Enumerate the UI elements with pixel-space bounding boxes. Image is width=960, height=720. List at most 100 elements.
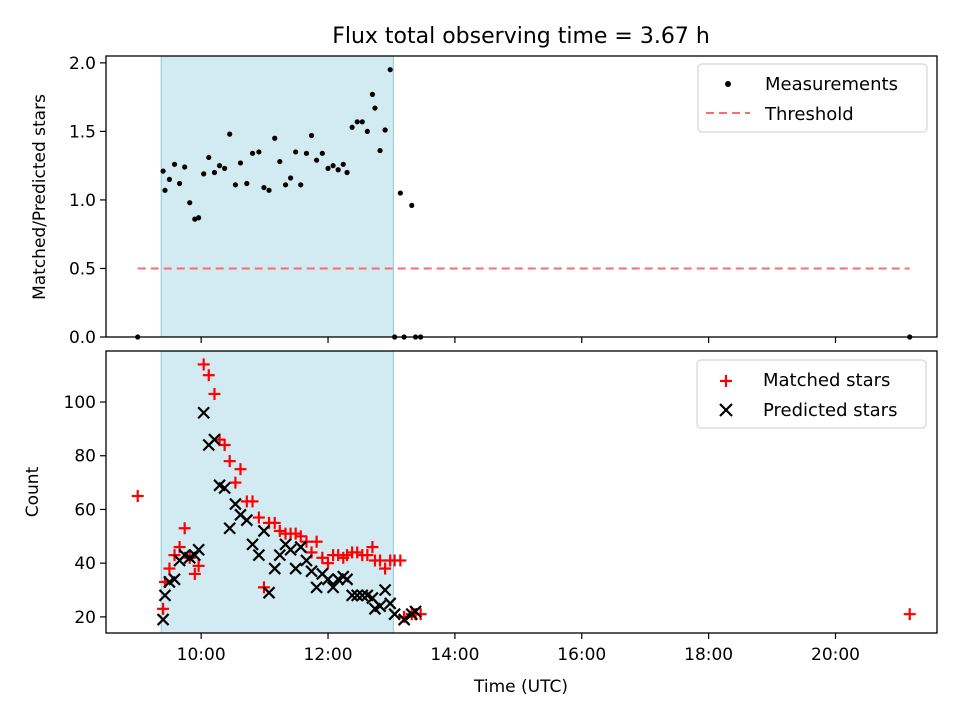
measurement-point: [249, 150, 256, 156]
top-observing-interval: [160, 55, 394, 338]
matched-star-point: [294, 530, 307, 543]
measurement-point: [187, 200, 193, 206]
matched-star-point: [192, 559, 205, 572]
measurement-point: [237, 160, 244, 166]
predicted-star-point: [158, 589, 172, 602]
predicted-star-point: [397, 613, 411, 626]
matched-star-point: [252, 511, 265, 524]
bottom-panel: 20 40 60 80 100 10:00 12:00 14:00 16:00 18:00 20:…: [23, 350, 938, 697]
measurement-point: [171, 161, 178, 167]
measurement-point: [372, 105, 378, 111]
measurement-point: [319, 150, 325, 156]
predicted-star-point: [409, 605, 422, 618]
measurement-point: [272, 135, 278, 141]
predicted-star-point: [197, 406, 210, 420]
measurement-point: [261, 184, 267, 191]
bottom-legend-box: [696, 359, 927, 429]
measurement-point: [369, 91, 376, 97]
predicted-star-point: [310, 581, 323, 594]
top-x-ticks: [200, 337, 837, 343]
x-tick-label: 14:00: [430, 645, 479, 665]
bottom-axes-frame: [105, 350, 938, 634]
measurement-point: [277, 158, 283, 165]
measurement-point: [232, 182, 239, 188]
matched-star-point: [903, 608, 916, 621]
predicted-star-point: [273, 548, 287, 562]
predicted-star-point: [218, 481, 231, 495]
measurement-point: [308, 132, 315, 139]
measurement-point: [166, 176, 173, 182]
bottom-predicted-points: [156, 406, 422, 626]
matched-star-point: [310, 535, 323, 548]
predicted-star-point: [223, 521, 236, 535]
measurement-point: [377, 147, 383, 154]
legend-matched-marker: [720, 375, 732, 387]
bottom-y-tick-label: 80: [74, 447, 96, 467]
predicted-star-point: [188, 548, 202, 562]
predicted-star-point: [240, 513, 254, 527]
matched-star-point: [366, 541, 379, 554]
matched-star-point: [223, 455, 236, 468]
matched-star-point: [394, 554, 407, 567]
measurement-point: [196, 215, 202, 221]
measurement-point: [176, 180, 183, 187]
matched-star-point: [379, 562, 392, 575]
top-shaded-interval: [160, 55, 394, 338]
x-axis-label: Time (UTC): [473, 677, 568, 697]
legend-predicted-marker: [719, 403, 733, 417]
measurement-point: [349, 124, 355, 130]
measurement-point: [325, 165, 331, 171]
top-measurement-points: [135, 67, 913, 340]
predicted-star-point: [246, 538, 259, 551]
predicted-star-point: [294, 540, 308, 554]
predicted-star-point: [257, 524, 271, 538]
matched-star-point: [268, 516, 281, 529]
measurement-point: [359, 119, 365, 125]
predicted-star-point: [192, 543, 205, 557]
bottom-y-tick-label: 100: [64, 393, 96, 413]
measurement-point: [244, 180, 250, 187]
measurement-point: [330, 163, 336, 169]
matched-star-point: [157, 602, 170, 615]
measurement-point: [256, 149, 262, 155]
measurement-point: [382, 127, 388, 133]
x-tick-label: 18:00: [684, 645, 733, 665]
top-axes-frame: [105, 55, 938, 338]
predicted-star-point: [350, 589, 364, 602]
top-y-tick-label: 1.0: [69, 191, 96, 211]
matched-star-point: [202, 369, 215, 382]
matched-star-point: [316, 551, 329, 564]
predicted-star-point: [229, 497, 242, 511]
measurement-point: [227, 131, 233, 137]
matched-star-point: [131, 490, 144, 503]
measurement-point: [364, 128, 370, 134]
measurement-point: [182, 164, 188, 170]
matched-star-point: [208, 387, 221, 400]
legend-measurements-label: Measurements: [765, 74, 898, 95]
predicted-star-point: [340, 573, 354, 586]
x-tick-label: 10:00: [177, 645, 226, 665]
x-tick-label: 12:00: [304, 645, 353, 665]
measurement-point: [282, 182, 289, 188]
measurement-point: [266, 187, 272, 193]
predicted-star-point: [262, 586, 276, 599]
matched-star-point: [322, 557, 335, 570]
predicted-star-point: [289, 562, 302, 575]
predicted-star-point: [208, 433, 221, 446]
bottom-y-axis-label: Count: [23, 466, 43, 517]
predicted-star-point: [300, 554, 313, 567]
bottom-x-ticks: 10:00 12:00 14:00 16:00 18:00 20:00: [177, 633, 860, 665]
matched-star-point: [218, 439, 231, 451]
measurement-point: [298, 182, 304, 188]
measurement-point: [162, 187, 168, 193]
measurement-point: [409, 202, 415, 209]
measurement-point: [201, 171, 207, 177]
bottom-y-tick-label: 20: [74, 608, 96, 628]
predicted-star-point: [268, 562, 282, 575]
matched-star-point: [273, 524, 286, 537]
top-legend: Measurements Threshold: [697, 63, 928, 133]
predicted-star-point: [321, 573, 335, 586]
matched-star-point: [374, 554, 387, 567]
measurement-point: [340, 161, 346, 167]
